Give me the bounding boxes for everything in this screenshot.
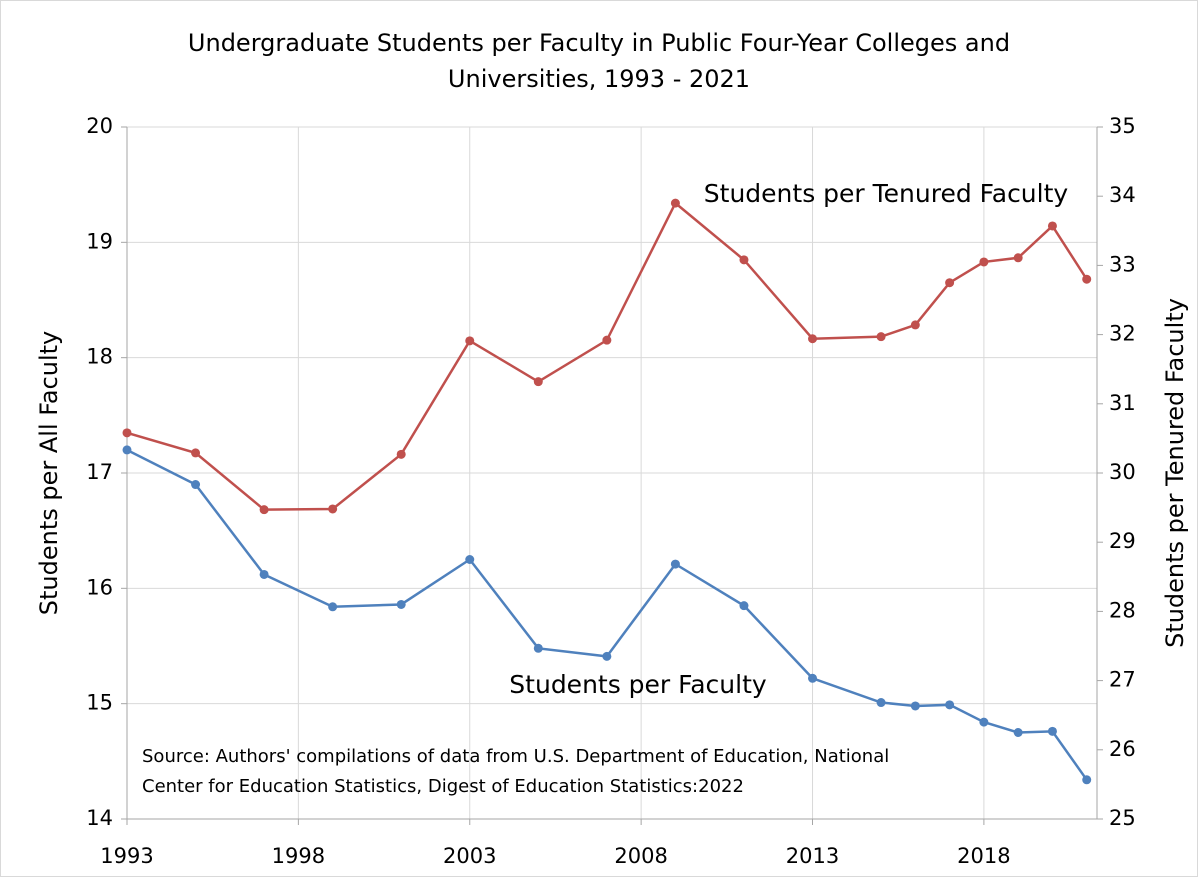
data-point bbox=[739, 255, 749, 265]
data-point bbox=[328, 602, 338, 612]
x-tick-label: 2018 bbox=[957, 844, 1010, 868]
y-tick-label: 20 bbox=[86, 114, 113, 138]
data-point bbox=[191, 480, 201, 490]
data-point bbox=[910, 701, 920, 711]
chart-title: Universities, 1993 - 2021 bbox=[448, 65, 750, 93]
y2-tick-label: 30 bbox=[1109, 460, 1136, 484]
y2-tick-label: 27 bbox=[1109, 668, 1136, 692]
source-note: Center for Education Statistics, Digest … bbox=[142, 776, 744, 797]
data-point bbox=[602, 335, 612, 345]
data-point bbox=[979, 257, 989, 267]
data-point bbox=[808, 334, 818, 344]
x-tick-label: 1993 bbox=[100, 844, 153, 868]
data-point bbox=[1082, 274, 1092, 284]
x-tick-label: 1998 bbox=[272, 844, 325, 868]
data-point bbox=[670, 198, 680, 208]
data-point bbox=[1047, 726, 1057, 736]
series-label: Students per Faculty bbox=[509, 670, 767, 699]
data-point bbox=[945, 700, 955, 710]
chart-title: Undergraduate Students per Faculty in Pu… bbox=[188, 29, 1010, 57]
y2-tick-label: 34 bbox=[1109, 183, 1136, 207]
data-point bbox=[876, 698, 886, 708]
y2-tick-label: 35 bbox=[1109, 114, 1136, 138]
data-point bbox=[122, 428, 132, 438]
data-point bbox=[259, 505, 269, 515]
data-point bbox=[122, 445, 132, 455]
y-tick-label: 17 bbox=[86, 460, 113, 484]
series-line bbox=[126, 201, 1088, 511]
data-point bbox=[533, 643, 543, 653]
y2-tick-label: 25 bbox=[1109, 806, 1136, 830]
data-point bbox=[1082, 775, 1092, 785]
y-tick-label: 14 bbox=[86, 806, 113, 830]
source-note: Source: Authors' compilations of data fr… bbox=[142, 746, 889, 767]
y-tick-label: 18 bbox=[86, 345, 113, 369]
y2-axis-label: Students per Tenured Faculty bbox=[1161, 298, 1189, 648]
data-point bbox=[910, 320, 920, 330]
y-axis-label: Students per All Faculty bbox=[35, 331, 63, 615]
data-point bbox=[533, 377, 543, 387]
data-point bbox=[602, 651, 612, 661]
data-point bbox=[396, 599, 406, 609]
y2-tick-label: 31 bbox=[1109, 391, 1136, 415]
y2-tick-label: 28 bbox=[1109, 598, 1136, 622]
x-tick-label: 2008 bbox=[614, 844, 667, 868]
y-tick-label: 15 bbox=[86, 691, 113, 715]
y2-tick-label: 33 bbox=[1109, 252, 1136, 276]
data-point bbox=[979, 717, 989, 727]
data-point bbox=[1013, 253, 1023, 263]
data-point bbox=[259, 569, 269, 579]
series-line bbox=[126, 448, 1088, 781]
data-point bbox=[191, 448, 201, 458]
y2-tick-label: 32 bbox=[1109, 322, 1136, 346]
y-tick-label: 16 bbox=[86, 575, 113, 599]
data-point bbox=[808, 673, 818, 683]
y2-tick-label: 29 bbox=[1109, 529, 1136, 553]
data-point bbox=[1047, 221, 1057, 231]
data-point bbox=[670, 559, 680, 569]
data-point bbox=[1013, 728, 1023, 737]
data-point bbox=[739, 601, 749, 611]
x-tick-label: 2013 bbox=[786, 844, 839, 868]
data-point bbox=[465, 555, 475, 564]
x-tick-label: 2003 bbox=[443, 844, 496, 868]
data-point bbox=[876, 332, 886, 342]
y2-tick-label: 26 bbox=[1109, 737, 1136, 761]
data-point bbox=[396, 449, 406, 459]
y-tick-label: 19 bbox=[86, 229, 113, 253]
data-point bbox=[328, 504, 338, 514]
data-point bbox=[465, 336, 475, 346]
series-label: Students per Tenured Faculty bbox=[704, 179, 1069, 208]
data-point bbox=[945, 278, 955, 288]
